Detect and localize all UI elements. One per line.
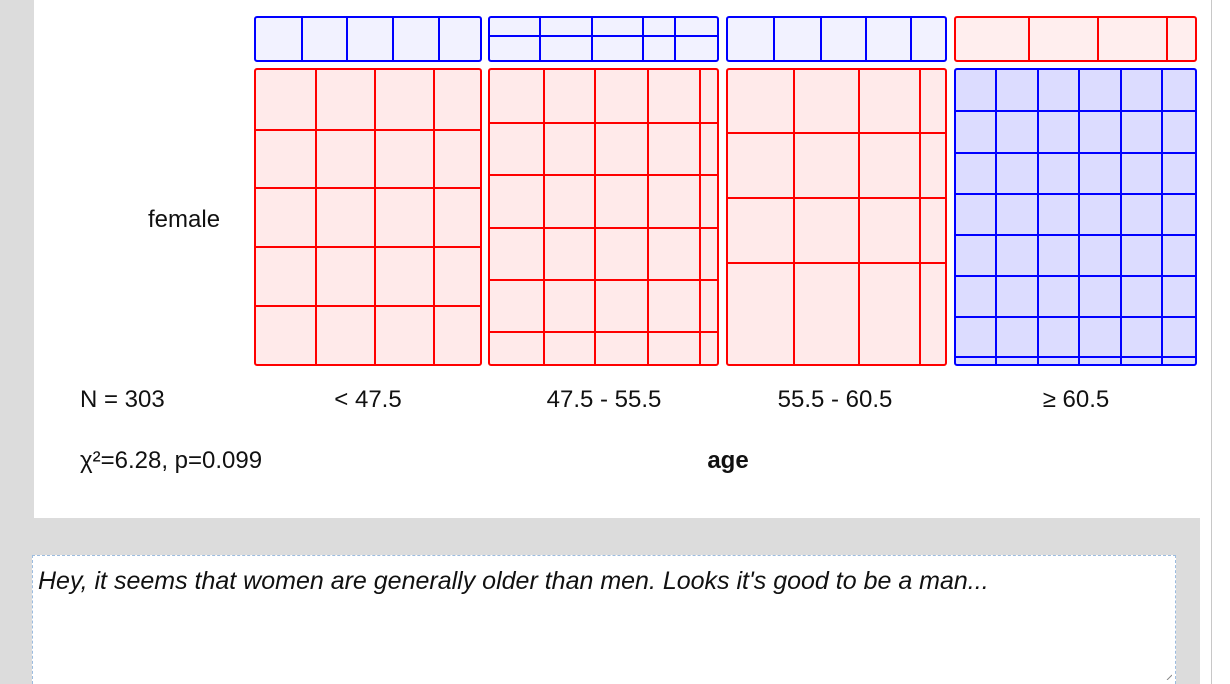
window-right-edge (1200, 0, 1230, 684)
sample-size-label: N = 303 (80, 386, 165, 413)
resize-grip-icon[interactable] (1166, 674, 1172, 680)
mosaic-cell-top (254, 16, 482, 62)
mosaic-cell-female (726, 68, 947, 366)
mosaic-plot-panel: female N = 303 χ²=6.28, p=0.099 < 47.5 4… (34, 0, 1200, 518)
mosaic-cell-top (726, 16, 947, 62)
mosaic-cell-top (954, 16, 1197, 62)
mosaic-cell-female (954, 68, 1197, 366)
mosaic-cells (254, 16, 1197, 366)
mosaic-cell-female (488, 68, 719, 366)
comment-textarea[interactable]: Hey, it seems that women are generally o… (32, 555, 1176, 684)
mosaic-cell-female (254, 68, 482, 366)
x-tick-label: 47.5 - 55.5 (546, 386, 662, 413)
x-tick-label: < 47.5 (334, 386, 402, 413)
mosaic-plot (254, 16, 1197, 366)
x-tick-label: 55.5 - 60.5 (777, 386, 893, 413)
mosaic-cell-top (488, 16, 719, 62)
edge-line (1211, 0, 1212, 684)
comment-text: Hey, it seems that women are generally o… (38, 567, 989, 595)
x-axis-title: age (707, 447, 749, 474)
x-tick-label: ≥ 60.5 (1042, 386, 1110, 413)
row-label-female: female (148, 206, 221, 233)
chi-square-label: χ²=6.28, p=0.099 (80, 447, 263, 474)
